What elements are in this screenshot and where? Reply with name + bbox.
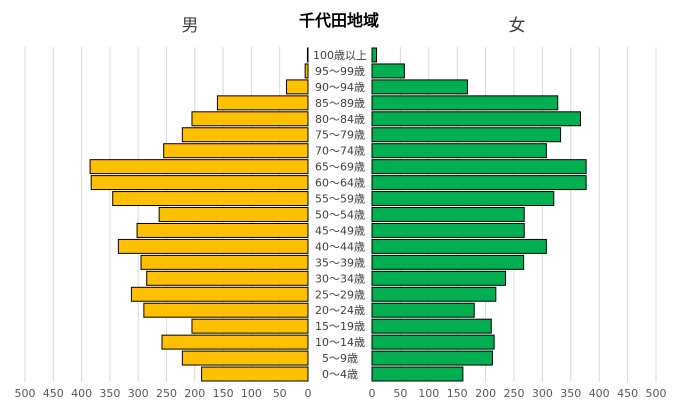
- female-bar: [371, 222, 525, 238]
- left-tick-label: 200: [184, 387, 205, 400]
- female-bar: [371, 350, 493, 366]
- age-label: 75〜79歳: [315, 129, 365, 142]
- left-tick-label: 100: [241, 387, 262, 400]
- right-tick-label: 100: [418, 387, 439, 400]
- male-bar: [143, 302, 309, 318]
- male-bar: [191, 111, 309, 127]
- male-bar: [306, 47, 309, 63]
- female-bar: [371, 191, 555, 207]
- age-label: 95〜99歳: [315, 65, 365, 78]
- left-tick-label: 150: [213, 387, 234, 400]
- female-bar: [371, 366, 464, 382]
- left-tick-label: 300: [128, 387, 149, 400]
- female-bar: [371, 286, 497, 302]
- male-bar: [136, 222, 309, 238]
- female-bar: [371, 318, 492, 334]
- right-axis-ticks: 0 50 100 150 200 250 300 350 400 450 500: [369, 387, 667, 400]
- age-label: 40〜44歳: [315, 240, 365, 253]
- age-label: 90〜94歳: [315, 81, 365, 94]
- male-bar: [117, 238, 309, 254]
- age-label: 55〜59歳: [315, 193, 365, 206]
- male-bar: [304, 63, 309, 79]
- age-label: 10〜14歳: [315, 336, 365, 349]
- male-bar: [89, 159, 309, 175]
- male-bar: [90, 175, 309, 191]
- age-label: 65〜69歳: [315, 161, 365, 174]
- right-tick-label: 250: [504, 387, 525, 400]
- male-bars: [89, 47, 309, 382]
- female-bar: [371, 175, 587, 191]
- female-bar: [371, 47, 378, 63]
- female-bar: [371, 63, 405, 79]
- left-tick-label: 350: [99, 387, 120, 400]
- age-label: 20〜24歳: [315, 304, 365, 317]
- left-tick-label: 450: [43, 387, 64, 400]
- right-tick-label: 150: [447, 387, 468, 400]
- male-bar: [112, 191, 309, 207]
- male-bar: [161, 334, 309, 350]
- right-tick-label: 0: [369, 387, 376, 400]
- age-label: 25〜29歳: [315, 288, 365, 301]
- right-tick-label: 350: [560, 387, 581, 400]
- male-bar: [181, 127, 309, 143]
- female-bar: [371, 270, 506, 286]
- female-bar: [371, 95, 559, 111]
- male-bar: [130, 286, 309, 302]
- age-label: 45〜49歳: [315, 224, 365, 237]
- chart-title: 千代田地域: [299, 11, 379, 30]
- female-bar: [371, 111, 581, 127]
- right-tick-label: 500: [646, 387, 667, 400]
- male-bar: [158, 207, 309, 222]
- female-bar: [371, 254, 525, 270]
- male-bar: [191, 318, 309, 334]
- age-label: 80〜84歳: [315, 113, 365, 126]
- right-tick-label: 50: [393, 387, 407, 400]
- right-tick-label: 450: [617, 387, 638, 400]
- age-label: 35〜39歳: [315, 256, 365, 269]
- age-label: 50〜54歳: [315, 209, 365, 222]
- female-side-label: 女: [509, 16, 526, 36]
- left-axis-ticks: 0 50 100 150 200 250 300 350 400 450 500: [15, 387, 312, 400]
- male-bar: [140, 254, 309, 270]
- age-label: 70〜74歳: [315, 145, 365, 158]
- male-bar: [285, 79, 309, 95]
- female-bars: [371, 47, 587, 382]
- age-label: 100歳以上: [313, 49, 367, 62]
- male-bar: [146, 270, 309, 286]
- male-bar: [181, 350, 309, 366]
- age-label: 30〜34歳: [315, 272, 365, 285]
- male-side-label: 男: [182, 16, 199, 36]
- male-bar: [163, 143, 309, 159]
- female-bar: [371, 334, 495, 350]
- female-bar: [371, 302, 475, 318]
- male-bar: [216, 95, 309, 111]
- age-label: 15〜19歳: [315, 320, 365, 333]
- age-label: 60〜64歳: [315, 177, 365, 190]
- left-tick-label: 400: [71, 387, 92, 400]
- female-bar: [371, 159, 587, 175]
- age-group-labels: 100歳以上 95〜99歳 90〜94歳 85〜89歳 80〜84歳 75〜79歳 70〜7…: [313, 49, 367, 381]
- female-bar: [371, 79, 468, 95]
- age-label: 5〜9歳: [322, 352, 358, 365]
- female-bar: [371, 207, 525, 222]
- left-tick-label: 0: [305, 387, 312, 400]
- left-tick-label: 250: [156, 387, 177, 400]
- male-bar: [201, 366, 309, 382]
- right-tick-label: 200: [475, 387, 496, 400]
- age-label: 85〜89歳: [315, 97, 365, 110]
- left-tick-label: 500: [15, 387, 36, 400]
- left-tick-label: 50: [273, 387, 287, 400]
- right-tick-label: 400: [589, 387, 610, 400]
- female-bar: [371, 238, 547, 254]
- right-tick-label: 300: [532, 387, 553, 400]
- female-bar: [371, 127, 562, 143]
- age-label: 0〜4歳: [322, 368, 358, 381]
- female-bar: [371, 143, 547, 159]
